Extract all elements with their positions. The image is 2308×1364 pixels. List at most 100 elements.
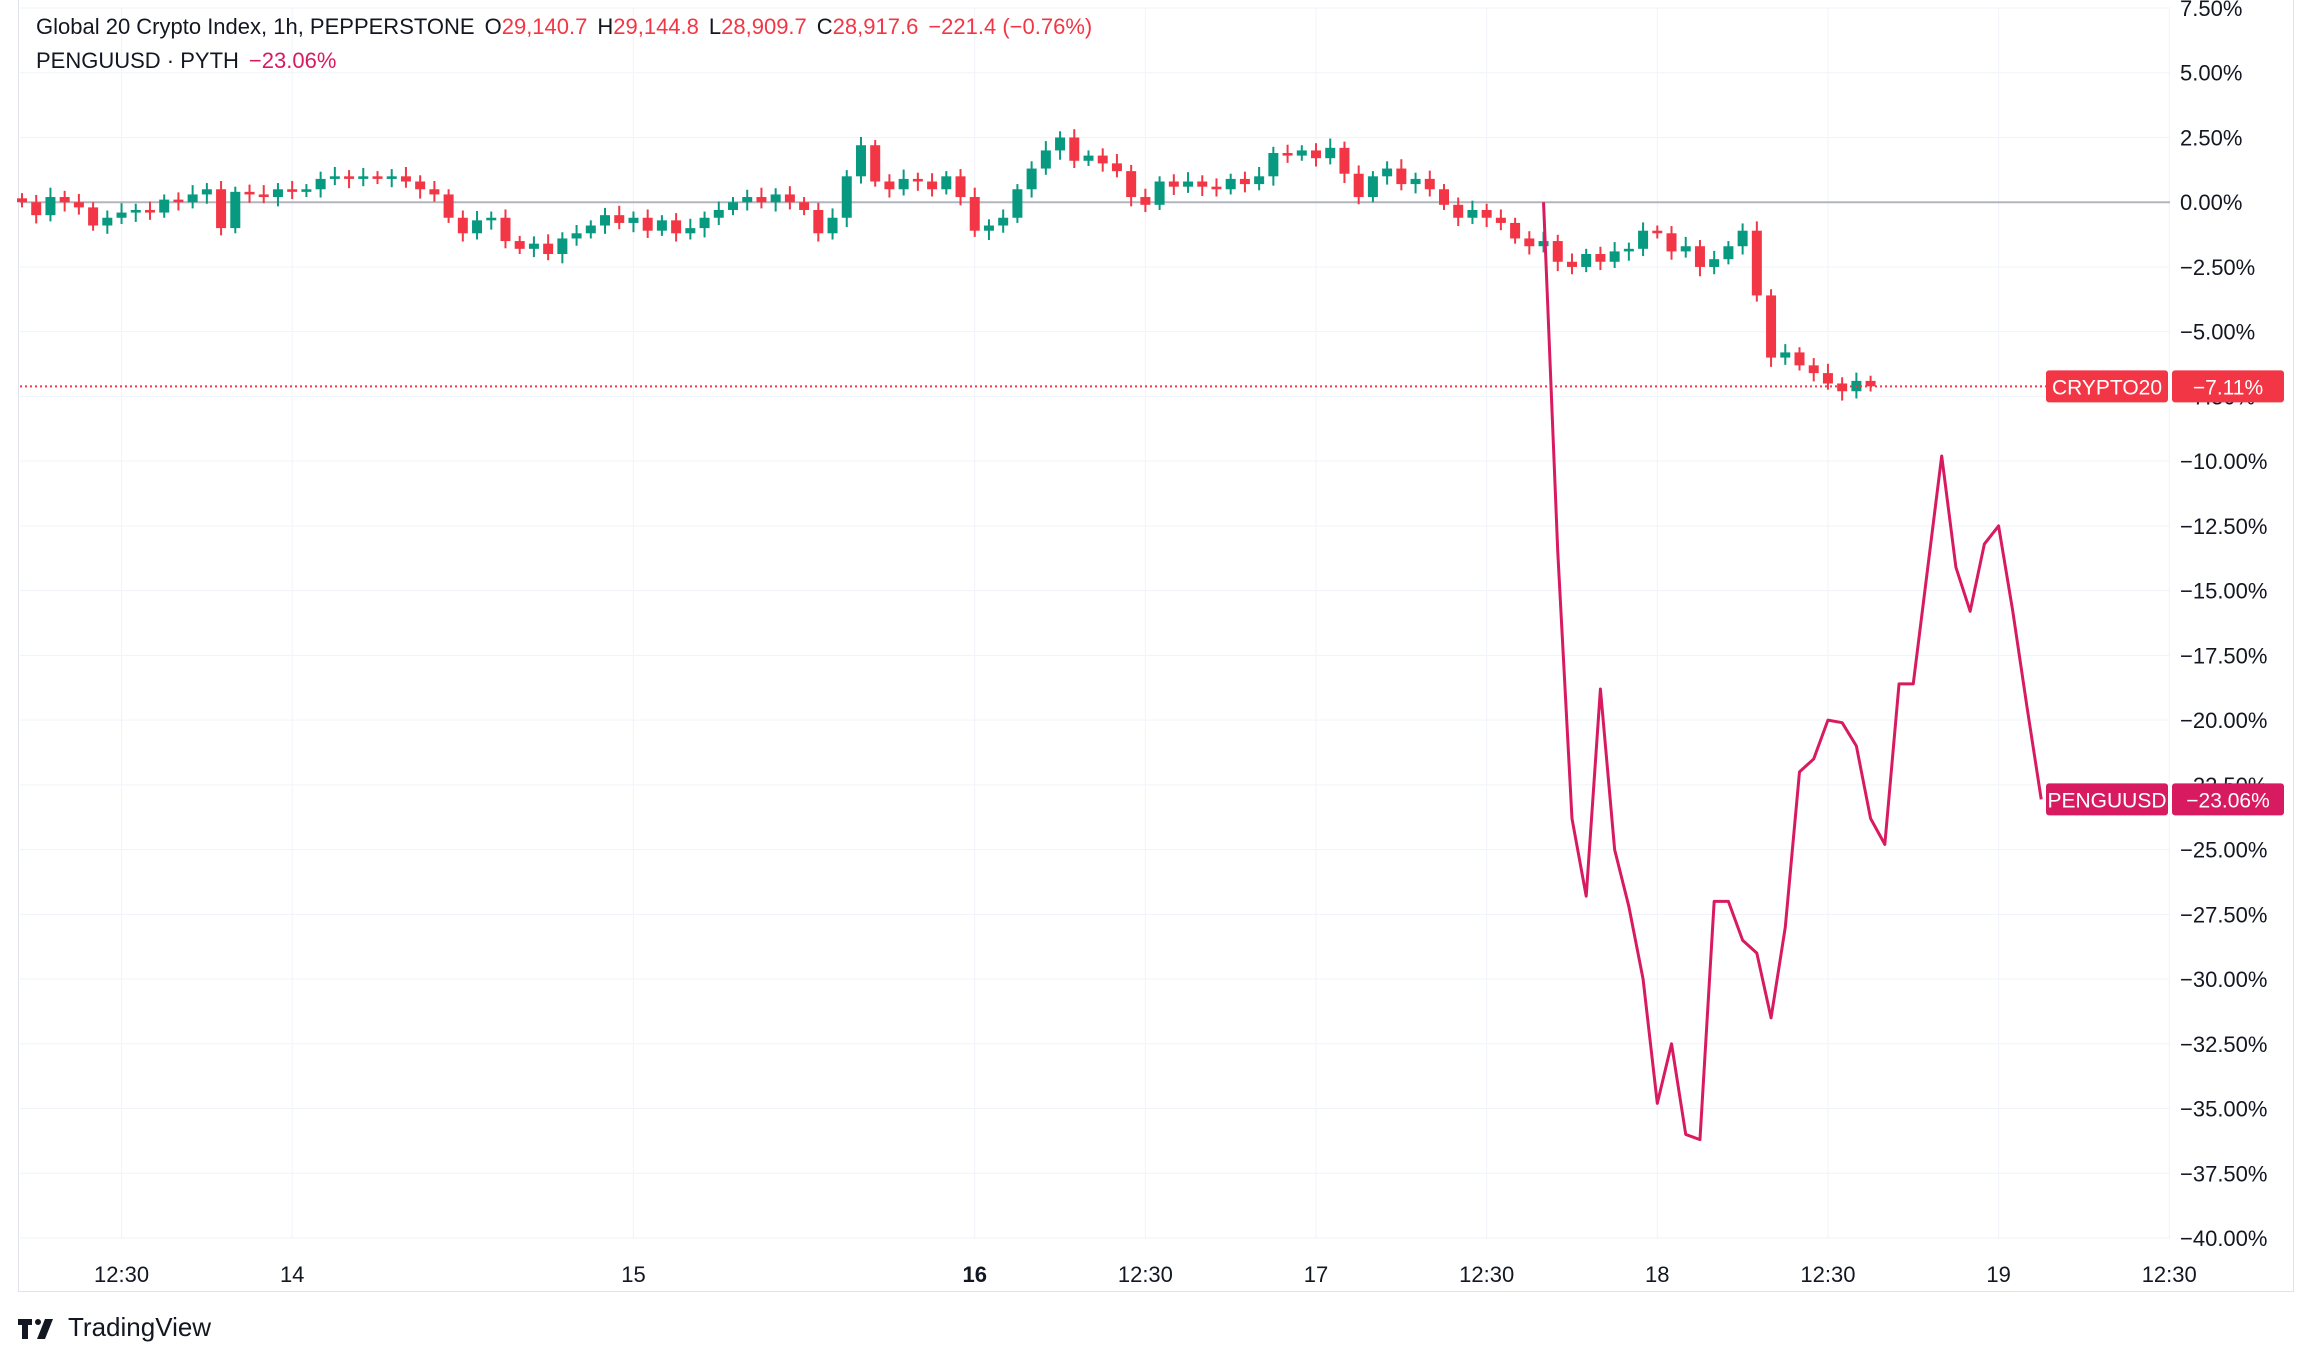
candle-body (344, 176, 355, 179)
candle-body (983, 225, 994, 231)
candle-body (1268, 153, 1279, 177)
compare-series-legend[interactable]: PENGUUSD · PYTH −23.06% (36, 48, 346, 74)
candle-body (1282, 153, 1293, 156)
candle-body (17, 198, 27, 203)
candle-body (1154, 181, 1165, 205)
candle-body (1239, 178, 1250, 185)
x-tick-label: 16 (962, 1262, 986, 1287)
candle-body (486, 217, 497, 221)
candle-body (742, 197, 753, 203)
main-series-legend[interactable]: Global 20 Crypto Index, 1h, PEPPERSTONE O… (36, 14, 1112, 40)
candle-body (941, 176, 952, 190)
x-tick-label: 12:30 (1118, 1262, 1173, 1287)
x-tick-label: 12:30 (1800, 1262, 1855, 1287)
y-tick-label: 7.50% (2180, 0, 2242, 21)
candle-body (685, 228, 696, 234)
candle-body (500, 217, 511, 242)
candle-body (1780, 352, 1791, 358)
candle-body (728, 202, 738, 210)
candle-body (102, 217, 113, 226)
chart-frame[interactable] (18, 0, 2294, 1292)
candle-body (898, 178, 909, 190)
candle-body (1837, 383, 1848, 392)
candle-body (1822, 373, 1833, 384)
candle-body (1367, 176, 1378, 198)
candle-body (770, 194, 781, 203)
tradingview-wordmark: TradingView (68, 1312, 212, 1342)
y-tick-label: −35.00% (2180, 1097, 2267, 1122)
candle-body (1723, 246, 1734, 260)
candle-body (1623, 248, 1634, 252)
y-tick-label: 5.00% (2180, 61, 2242, 86)
y-tick-label: −17.50% (2180, 643, 2267, 668)
candle-body (258, 194, 269, 198)
candle-body (1794, 352, 1805, 366)
penguusd-last-name-tag (2046, 783, 2168, 816)
y-tick-label: −10.00% (2180, 449, 2267, 474)
compare-series-change: −23.06% (248, 48, 337, 73)
candle-body (159, 199, 170, 213)
candle-body (1055, 137, 1066, 151)
candle-body (927, 181, 938, 190)
x-tick-label: 19 (1986, 1262, 2010, 1287)
candle-body (1097, 155, 1108, 164)
candle-body (1069, 137, 1080, 161)
candle-body (443, 194, 454, 218)
candle-body (230, 191, 241, 229)
candle-body (59, 197, 70, 203)
candle-body (998, 217, 1009, 226)
candle-body (1808, 365, 1819, 374)
x-tick-label: 12:30 (1459, 1262, 1514, 1287)
candle-body (429, 189, 440, 195)
crypto20-last-value-tag (2172, 370, 2284, 403)
candle-body (1410, 178, 1421, 185)
candle-body (514, 241, 525, 249)
crypto20-candles (17, 129, 2150, 401)
penguusd-line (1542, 202, 2043, 1142)
main-series-title: Global 20 Crypto Index, 1h, PEPPERSTONE (36, 14, 475, 39)
candle-body (1083, 155, 1094, 161)
y-tick-label: 2.50% (2180, 125, 2242, 150)
x-tick-label: 14 (280, 1262, 304, 1287)
candle-body (614, 215, 625, 223)
candle-body (713, 209, 724, 218)
candle-body (585, 225, 596, 234)
candle-body (1197, 181, 1208, 187)
candle-body (827, 217, 838, 234)
candle-body (1040, 150, 1051, 169)
x-axis: 12:30 14 15 16 12:30 17 12:30 18 12:30 19 12:30 (94, 1262, 2197, 1287)
candle-body (1396, 168, 1407, 185)
x-tick-label: 12:30 (94, 1262, 149, 1287)
candle-body (1510, 222, 1521, 239)
candle-body (1254, 176, 1265, 185)
candle-body (1638, 230, 1649, 249)
candle-body (1751, 230, 1762, 296)
candle-body (784, 194, 795, 203)
candle-body (671, 220, 682, 234)
candle-body (1694, 246, 1705, 267)
candle-body (386, 176, 397, 179)
candle-body (1581, 254, 1592, 267)
candle-body (571, 233, 582, 239)
candle-body (1453, 204, 1464, 218)
candle-body (870, 145, 881, 182)
tradingview-branding[interactable]: TradingView (18, 1312, 211, 1343)
candle-body (1012, 189, 1023, 218)
candle-body (73, 202, 84, 208)
candle-body (1865, 380, 1876, 387)
candle-body (244, 191, 255, 195)
chart-canvas[interactable]: 7.50%5.00%2.50%0.00%−2.50%−5.00%−7.50%−1… (0, 0, 2308, 1300)
candle-body (1566, 261, 1577, 267)
candle-body (415, 181, 426, 190)
candle-body (1652, 230, 1663, 234)
candle-body (884, 181, 895, 190)
candle-body (187, 194, 198, 203)
y-axis: 7.50%5.00%2.50%0.00%−2.50%−5.00%−7.50%−1… (2180, 0, 2267, 1251)
penguusd-last-value-text: −23.06% (2186, 789, 2270, 812)
candle-body (144, 209, 155, 213)
candle-body (472, 220, 483, 234)
candle-body (969, 197, 980, 231)
candle-body (1495, 217, 1506, 223)
last-value-labels: CRYPTO20 −7.11% PENGUUSD −23.06% (2046, 370, 2284, 816)
candle-body (457, 217, 468, 234)
